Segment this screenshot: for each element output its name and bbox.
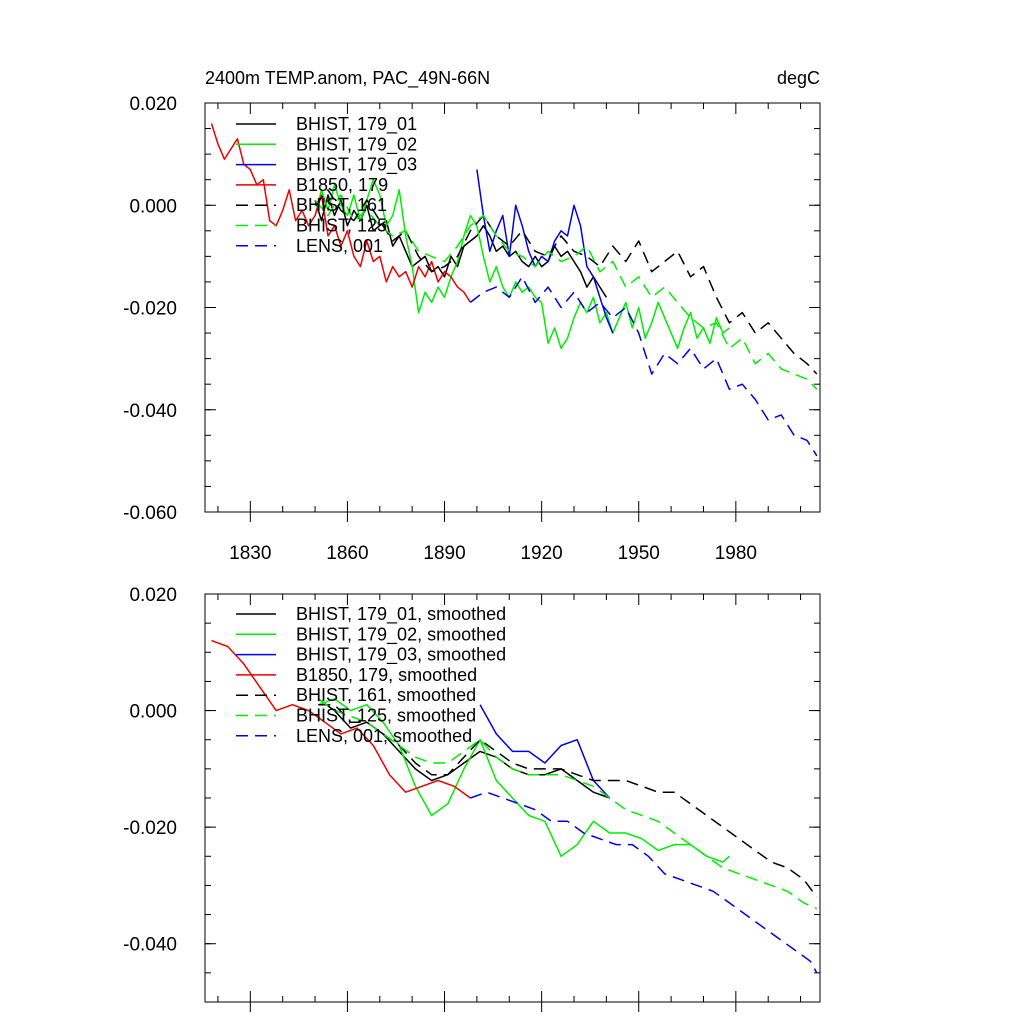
x-tick-label: 1860 bbox=[326, 543, 368, 564]
legend-label: BHIST, 179_03 bbox=[296, 155, 417, 176]
series-line bbox=[211, 639, 471, 799]
series-line bbox=[469, 276, 818, 457]
axis-ticks: 0.020 0.000 -0.020 -0.040 -0.060 1830 1860 1890… bbox=[123, 94, 820, 564]
x-tick-label: 1980 bbox=[715, 543, 757, 564]
legend-label: BHIST, 179_02, smoothed bbox=[296, 624, 506, 645]
x-tick-label: 1920 bbox=[520, 543, 562, 564]
legend-label: B1850, 179 bbox=[296, 175, 388, 195]
legend-label: BHIST, 125 bbox=[296, 216, 387, 236]
x-tick-label: 1830 bbox=[229, 543, 271, 564]
series-line bbox=[210, 123, 472, 303]
series-line bbox=[318, 703, 818, 898]
legend-label: LENS, 001, smoothed bbox=[296, 726, 472, 746]
series-line bbox=[317, 698, 818, 910]
chart-title: 2400m TEMP.anom, PAC_49N-66N bbox=[205, 68, 490, 89]
series-line bbox=[314, 178, 730, 350]
y-tick-label: 0.020 bbox=[129, 94, 177, 115]
y-tick-label: -0.040 bbox=[123, 935, 177, 956]
legend-label: BHIST, 125, smoothed bbox=[296, 706, 476, 726]
series-line bbox=[314, 189, 818, 375]
legend-label: BHIST, 161, smoothed bbox=[296, 685, 476, 705]
legend-label: BHIST, 179_03, smoothed bbox=[296, 645, 506, 666]
panel-top: 2400m TEMP.anom, PAC_49N-66N degC 0.0200… bbox=[123, 68, 821, 564]
y-tick-label: -0.020 bbox=[123, 818, 177, 839]
y-tick-label: -0.040 bbox=[123, 401, 177, 422]
series-line bbox=[470, 791, 818, 974]
series-line bbox=[479, 704, 611, 799]
units-label: degC bbox=[777, 68, 820, 88]
series-group bbox=[211, 639, 818, 974]
legend-label: BHIST, 161 bbox=[296, 195, 387, 215]
series-line bbox=[314, 194, 818, 390]
axis-ticks: 0.020 0.000 -0.020 -0.040 bbox=[123, 585, 820, 1012]
y-tick-label: 0.000 bbox=[129, 702, 177, 723]
y-tick-label: -0.060 bbox=[123, 503, 177, 524]
legend-label: LENS, 001 bbox=[296, 236, 383, 256]
series-line bbox=[476, 169, 614, 334]
series-group bbox=[210, 123, 818, 457]
legend-label: BHIST, 179_02 bbox=[296, 134, 417, 155]
y-tick-label: -0.020 bbox=[123, 299, 177, 320]
legend-label: B1850, 179, smoothed bbox=[296, 665, 477, 685]
y-tick-label: 0.020 bbox=[129, 585, 177, 606]
x-tick-label: 1950 bbox=[618, 543, 660, 564]
x-tick-label: 1890 bbox=[423, 543, 465, 564]
legend-label: BHIST, 179_01, smoothed bbox=[296, 604, 506, 625]
y-tick-label: 0.000 bbox=[129, 196, 177, 217]
panel-bottom: 0.020 0.000 -0.020 -0.040 BHIST, 179_01, sm… bbox=[123, 585, 821, 1012]
legend-label: BHIST, 179_01 bbox=[296, 114, 417, 135]
series-line bbox=[318, 698, 730, 863]
